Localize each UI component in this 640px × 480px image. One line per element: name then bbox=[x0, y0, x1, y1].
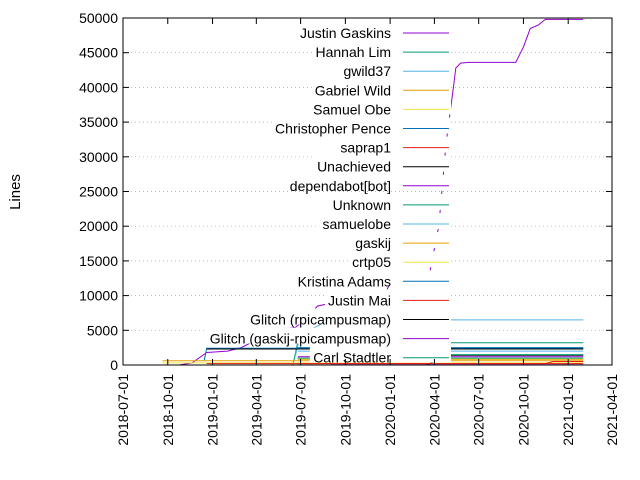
x-tick-label: 2020-04-01 bbox=[426, 374, 442, 446]
y-tick-label: 30000 bbox=[79, 149, 118, 165]
legend-label: Unachieved bbox=[317, 159, 391, 175]
legend-entry-background bbox=[319, 213, 451, 229]
legend: Justin Gaskins Hannah Lim gwild37 Gabriel W… bbox=[206, 22, 451, 366]
legend-label: Gabriel Wild bbox=[315, 82, 391, 98]
x-tick-label: 2020-01-01 bbox=[382, 374, 398, 446]
legend-label: Glitch (rpicampusmap) bbox=[250, 312, 391, 328]
x-tick-label: 2018-07-01 bbox=[115, 374, 131, 446]
legend-label: Justin Gaskins bbox=[300, 25, 391, 41]
series-line-5 bbox=[203, 347, 584, 361]
x-tick-label: 2019-01-01 bbox=[205, 374, 221, 446]
legend-entry-background bbox=[352, 232, 451, 249]
legend-label: gwild37 bbox=[344, 63, 392, 79]
y-tick-label: 20000 bbox=[79, 218, 118, 234]
legend-entry-background bbox=[314, 155, 451, 172]
legend-entry-background bbox=[286, 174, 451, 191]
y-tick-label: 40000 bbox=[79, 79, 118, 95]
y-axis: 0 5000 10000 15000 20000 25000 30000 35000 40000… bbox=[79, 10, 612, 373]
legend-label: Unknown bbox=[333, 197, 391, 213]
legend-label: Hannah Lim bbox=[316, 44, 392, 60]
legend-entry-background bbox=[206, 327, 451, 344]
legend-entry-background bbox=[324, 289, 451, 306]
legend-entry-background bbox=[312, 41, 451, 58]
y-tick-label: 45000 bbox=[79, 45, 118, 61]
legend-label: saprap1 bbox=[340, 140, 391, 156]
legend-entry-background bbox=[337, 136, 451, 153]
legend-entry-background bbox=[247, 308, 451, 325]
legend-label: Carl Stadtler bbox=[313, 350, 391, 366]
legend-label: Samuel Obe bbox=[313, 101, 391, 117]
legend-label: Glitch (gaskij-rpicampusmap) bbox=[210, 331, 391, 347]
legend-entry-background bbox=[294, 270, 451, 287]
legend-entry-background bbox=[309, 98, 451, 115]
x-tick-label: 2019-04-01 bbox=[248, 374, 264, 446]
y-tick-label: 25000 bbox=[79, 184, 118, 200]
legend-entry-background bbox=[296, 22, 451, 38]
y-tick-label: 5000 bbox=[87, 322, 118, 338]
legend-entry-background bbox=[348, 251, 451, 268]
x-tick-label: 2020-10-01 bbox=[515, 374, 531, 446]
x-tick-label: 2021-01-01 bbox=[560, 374, 576, 446]
legend-label: dependabot[bot] bbox=[290, 178, 391, 194]
x-tick-label: 2018-10-01 bbox=[160, 374, 176, 446]
y-tick-label: 35000 bbox=[79, 114, 118, 130]
legend-label: samuelobe bbox=[323, 216, 392, 232]
legend-label: gaskij bbox=[355, 235, 391, 251]
legend-entry-background bbox=[311, 79, 451, 96]
legend-label: Justin Mai bbox=[328, 292, 391, 308]
series-line-2 bbox=[294, 319, 584, 357]
x-tick-label: 2021-04-01 bbox=[604, 374, 620, 446]
y-tick-label: 0 bbox=[110, 357, 118, 373]
legend-entry-background bbox=[340, 60, 451, 77]
legend-label: Kristina Adams bbox=[298, 273, 391, 289]
x-tick-label: 2019-07-01 bbox=[293, 374, 309, 446]
x-axis: 2018-07-01 2018-10-01 2019-01-01 2019-04-01… bbox=[115, 18, 620, 446]
legend-entry-background bbox=[271, 117, 451, 134]
legend-label: crtp05 bbox=[352, 254, 391, 270]
y-axis-label: Lines bbox=[7, 174, 24, 210]
legend-entry-background bbox=[309, 346, 451, 363]
legend-label: Christopher Pence bbox=[275, 121, 391, 137]
x-tick-label: 2020-07-01 bbox=[471, 374, 487, 446]
y-tick-label: 10000 bbox=[79, 288, 118, 304]
y-tick-label: 15000 bbox=[79, 253, 118, 269]
x-tick-label: 2019-10-01 bbox=[337, 374, 353, 446]
legend-entry-background bbox=[329, 193, 451, 210]
y-tick-label: 50000 bbox=[79, 10, 118, 26]
